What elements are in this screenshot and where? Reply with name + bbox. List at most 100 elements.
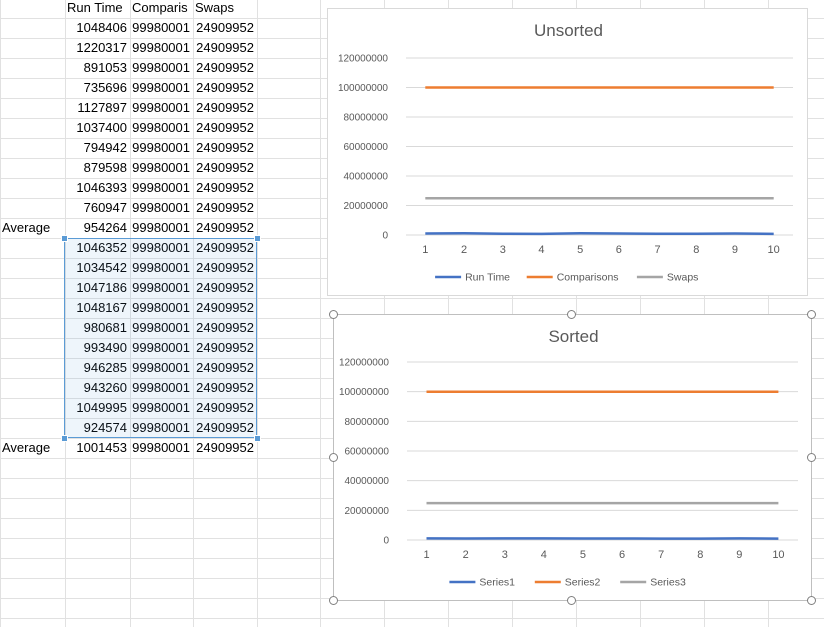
data-cell[interactable]: 99980001 bbox=[132, 280, 190, 295]
data-cell[interactable]: 99980001 bbox=[132, 320, 190, 335]
data-cell[interactable]: 99980001 bbox=[132, 420, 190, 435]
data-cell[interactable]: 1048406 bbox=[76, 20, 127, 35]
data-cell[interactable]: 99980001 bbox=[132, 360, 190, 375]
chart-resize-handle-bl[interactable] bbox=[329, 596, 338, 605]
data-cell[interactable]: 24909952 bbox=[196, 100, 254, 115]
data-cell[interactable]: 99980001 bbox=[132, 60, 190, 75]
series-line-1[interactable] bbox=[425, 231, 774, 236]
data-cell[interactable]: 99980001 bbox=[132, 120, 190, 135]
data-cell[interactable]: 24909952 bbox=[196, 200, 254, 215]
data-cell[interactable]: 1046352 bbox=[76, 240, 127, 255]
selection-handle-br[interactable] bbox=[254, 435, 261, 442]
legend-label: Series1 bbox=[479, 577, 515, 589]
data-cell[interactable]: 24909952 bbox=[196, 80, 254, 95]
x-tick-label: 3 bbox=[500, 244, 506, 256]
chart-resize-handle-bc[interactable] bbox=[567, 596, 576, 605]
data-cell[interactable]: 1220317 bbox=[76, 40, 127, 55]
data-cell[interactable]: 943260 bbox=[83, 380, 127, 395]
data-cell[interactable]: 24909952 bbox=[196, 20, 254, 35]
cell-selection[interactable] bbox=[64, 238, 257, 438]
data-cell[interactable]: 99980001 bbox=[132, 20, 190, 35]
data-cell[interactable]: 24909952 bbox=[196, 60, 254, 75]
data-cell[interactable]: 24909952 bbox=[196, 120, 254, 135]
data-cell[interactable]: 1034542 bbox=[76, 260, 127, 275]
data-cell[interactable]: 879598 bbox=[83, 160, 127, 175]
data-cell[interactable]: 924574 bbox=[83, 420, 127, 435]
selection-handle-bl[interactable] bbox=[61, 435, 68, 442]
selection-handle-tr[interactable] bbox=[254, 235, 261, 242]
chart-resize-handle-ml[interactable] bbox=[329, 453, 338, 462]
y-tick-label: 0 bbox=[382, 231, 388, 242]
data-cell[interactable]: 760947 bbox=[83, 200, 127, 215]
data-cell[interactable]: 24909952 bbox=[196, 320, 254, 335]
chart-resize-handle-tc[interactable] bbox=[567, 310, 576, 319]
y-tick-label: 100000000 bbox=[338, 83, 388, 94]
column-header-cell[interactable]: Swaps bbox=[195, 0, 235, 15]
data-cell[interactable]: 24909952 bbox=[196, 260, 254, 275]
x-tick-label: 2 bbox=[461, 244, 467, 256]
average-value-cell[interactable]: 24909952 bbox=[196, 440, 254, 455]
data-cell[interactable]: 24909952 bbox=[196, 340, 254, 355]
data-cell[interactable]: 993490 bbox=[83, 340, 127, 355]
data-cell[interactable]: 1127897 bbox=[77, 100, 127, 115]
x-tick-label: 6 bbox=[619, 549, 625, 561]
data-cell[interactable]: 1048167 bbox=[76, 300, 127, 315]
chart-resize-handle-mr[interactable] bbox=[807, 453, 816, 462]
data-cell[interactable]: 735696 bbox=[83, 80, 127, 95]
data-cell[interactable]: 99980001 bbox=[132, 80, 190, 95]
data-cell[interactable]: 99980001 bbox=[132, 260, 190, 275]
data-cell[interactable]: 99980001 bbox=[132, 300, 190, 315]
average-value-cell[interactable]: 1001453 bbox=[76, 440, 127, 455]
chart-resize-handle-tl[interactable] bbox=[329, 310, 338, 319]
data-cell[interactable]: 24909952 bbox=[196, 360, 254, 375]
data-cell[interactable]: 24909952 bbox=[196, 380, 254, 395]
data-cell[interactable]: 24909952 bbox=[196, 400, 254, 415]
data-cell[interactable]: 99980001 bbox=[132, 140, 190, 155]
data-cell[interactable]: 1047186 bbox=[76, 280, 127, 295]
x-tick-label: 9 bbox=[736, 549, 742, 561]
data-cell[interactable]: 99980001 bbox=[132, 180, 190, 195]
sorted-chart[interactable]: Sorted 0 20000000 40000000 60000000 80000000 1… bbox=[333, 314, 812, 601]
data-cell[interactable]: 24909952 bbox=[196, 160, 254, 175]
data-cell[interactable]: 946285 bbox=[83, 360, 127, 375]
unsorted-chart[interactable]: Unsorted 0 20000000 40000000 60000000 8000000… bbox=[327, 8, 808, 296]
x-tick-label: 10 bbox=[772, 549, 784, 561]
data-cell[interactable]: 99980001 bbox=[132, 380, 190, 395]
chart-resize-handle-br[interactable] bbox=[807, 596, 816, 605]
data-cell[interactable]: 24909952 bbox=[196, 180, 254, 195]
data-cell[interactable]: 24909952 bbox=[196, 140, 254, 155]
data-cell[interactable]: 24909952 bbox=[196, 240, 254, 255]
y-tick-label: 40000000 bbox=[345, 476, 390, 487]
average-value-cell[interactable]: 99980001 bbox=[132, 440, 190, 455]
data-cell[interactable]: 1046393 bbox=[76, 180, 127, 195]
column-header-cell[interactable]: Run Time bbox=[67, 0, 123, 15]
data-cell[interactable]: 24909952 bbox=[196, 280, 254, 295]
data-cell[interactable]: 1037400 bbox=[76, 120, 127, 135]
average-value-cell[interactable]: 24909952 bbox=[196, 220, 254, 235]
legend-label: Series3 bbox=[650, 577, 686, 589]
data-cell[interactable]: 99980001 bbox=[132, 40, 190, 55]
data-cell[interactable]: 24909952 bbox=[196, 40, 254, 55]
data-cell[interactable]: 980681 bbox=[83, 320, 127, 335]
y-tick-label: 120000000 bbox=[338, 54, 388, 65]
average-label-cell[interactable]: Average bbox=[2, 440, 51, 455]
column-header-cell[interactable]: Comparis bbox=[132, 0, 188, 15]
average-label-cell[interactable]: Average bbox=[2, 220, 51, 235]
average-value-cell[interactable]: 954264 bbox=[83, 220, 127, 235]
average-value-cell[interactable]: 99980001 bbox=[132, 220, 190, 235]
chart-resize-handle-tr[interactable] bbox=[807, 310, 816, 319]
data-cell[interactable]: 99980001 bbox=[132, 100, 190, 115]
x-tick-label: 1 bbox=[422, 244, 428, 256]
data-cell[interactable]: 99980001 bbox=[132, 340, 190, 355]
x-tick-label: 1 bbox=[423, 549, 429, 561]
data-cell[interactable]: 99980001 bbox=[132, 160, 190, 175]
data-cell[interactable]: 99980001 bbox=[132, 400, 190, 415]
data-cell[interactable]: 99980001 bbox=[132, 240, 190, 255]
data-cell[interactable]: 24909952 bbox=[196, 420, 254, 435]
data-cell[interactable]: 99980001 bbox=[132, 200, 190, 215]
data-cell[interactable]: 891053 bbox=[83, 60, 127, 75]
data-cell[interactable]: 1049995 bbox=[76, 400, 127, 415]
data-cell[interactable]: 794942 bbox=[83, 140, 127, 155]
data-cell[interactable]: 24909952 bbox=[196, 300, 254, 315]
selection-handle-tl[interactable] bbox=[61, 235, 68, 242]
